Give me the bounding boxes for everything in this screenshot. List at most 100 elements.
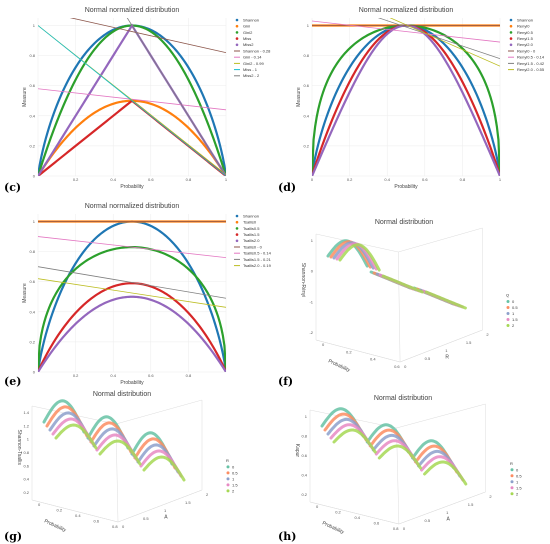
series-trendline-7: [38, 266, 226, 299]
series-ribbon: [98, 439, 142, 466]
data-point: [44, 334, 47, 337]
legend-marker: [510, 474, 514, 478]
z-tick-label: 0.6: [23, 463, 29, 468]
series-ribbon: [142, 455, 186, 482]
legend-marker: [506, 312, 510, 315]
data-point: [48, 306, 51, 309]
legend-marker: [235, 31, 239, 34]
r-tick-label: 1: [446, 510, 449, 515]
legend-entry: 1: [232, 476, 235, 481]
data-point: [318, 103, 321, 106]
r-tick-label: 1.5: [466, 340, 472, 345]
series-ribbon: [54, 423, 98, 450]
data-point: [318, 138, 321, 141]
legend-entry: Tsallis2.0: [243, 238, 260, 243]
data-point: [217, 138, 220, 141]
probability-tick-label: 0.2: [335, 510, 341, 515]
r-tick-label: 2: [486, 332, 489, 337]
legend-marker: [509, 37, 513, 40]
probability-tick-label: 0.8: [112, 524, 118, 529]
series-ribbon: [332, 428, 377, 454]
x-tick-label: 0: [311, 177, 314, 182]
x-axis-label: Probability: [327, 358, 351, 374]
series-trendline-6: [38, 88, 226, 111]
chart-title: Normal normalized distribution: [85, 7, 180, 14]
series-curve-1: [38, 99, 226, 176]
r-tick-label: 1: [164, 508, 167, 513]
chart-title: Normal distribution: [93, 391, 151, 398]
series-ribbon: [95, 433, 139, 462]
y-tick-label: 0.6: [29, 83, 35, 88]
data-point: [322, 149, 325, 151]
x-tick-label: 0.4: [110, 177, 116, 182]
legend-marker: [509, 31, 513, 34]
legend-marker: [509, 43, 513, 47]
series-trendline-5: [69, 18, 226, 53]
panel-label: (d): [278, 181, 296, 194]
legend-entry: Miss - 1: [243, 67, 258, 72]
probability-tick-label: 0.2: [57, 508, 63, 513]
y-axis-label: Measure: [22, 87, 28, 107]
data-point: [318, 152, 321, 154]
data-point: [322, 90, 325, 93]
probability-tick-label: 0.4: [75, 513, 81, 518]
legend-marker: [235, 43, 239, 47]
series-ribbon: [338, 243, 381, 272]
chart-title: Normal normalized distribution: [359, 7, 454, 14]
legend-entry: Renyi1.5: [517, 36, 534, 41]
data-point: [40, 169, 43, 171]
data-point: [322, 141, 325, 144]
y-axis-label: A: [164, 514, 168, 520]
z-tick-label: -2: [309, 330, 313, 335]
z-tick-label: 0.8: [301, 434, 307, 439]
x-axis-label: Probability: [120, 184, 144, 190]
series-ribbon: [424, 290, 467, 310]
legend-marker: [226, 465, 230, 469]
data-point: [48, 157, 51, 159]
probability-tick-label: 0.2: [346, 349, 352, 354]
legend-marker: [235, 37, 239, 40]
legend-entry: Tsallis2.0 - 0.19: [243, 263, 272, 268]
y-tick-label: 0.4: [303, 113, 309, 118]
legend-entry: 2: [516, 491, 519, 496]
floor-edge: [309, 491, 486, 525]
legend-entry: 1.5: [516, 485, 522, 490]
y-tick-label: 0.6: [303, 83, 309, 88]
legend-entry: Renyi0: [517, 24, 530, 29]
data-point: [44, 169, 47, 171]
r-tick-label: 0: [404, 364, 407, 369]
legend-entry: 0.5: [232, 470, 238, 475]
y-tick-label: 1: [33, 23, 36, 28]
legend-entry: 1: [512, 311, 515, 316]
plot-area: [312, 18, 500, 176]
legend-entry: Gini2: [243, 30, 253, 35]
data-point: [314, 166, 317, 169]
probability-tick-label: 0.4: [370, 357, 376, 362]
y-tick-label: 0.8: [303, 53, 309, 58]
legend-marker: [226, 483, 230, 487]
probability-tick-label: 0: [322, 342, 325, 347]
legend-entry: Gini: [243, 24, 250, 29]
panel-label: (e): [4, 375, 21, 388]
y-tick-label: 1: [307, 23, 310, 28]
legend-marker: [509, 18, 513, 22]
series-ribbon: [420, 455, 465, 482]
data-point: [487, 141, 490, 144]
data-point: [221, 349, 224, 352]
r-tick-label: 2: [489, 494, 492, 499]
r-tick-label: 1.5: [468, 502, 474, 507]
y-tick-label: 0.2: [29, 339, 35, 344]
floor-edge: [315, 329, 483, 363]
legend-marker: [226, 471, 230, 475]
series-curve-3: [38, 282, 226, 372]
series-curve-4: [38, 295, 226, 372]
data-point: [44, 138, 47, 141]
legend-marker: [226, 489, 230, 493]
z-tick-label: 0.8: [23, 450, 29, 455]
x-tick-label: 0.6: [148, 177, 154, 182]
legend-entry: 2: [512, 323, 515, 328]
data-point: [40, 153, 43, 156]
legend-entry: Miss2 - 2: [243, 73, 260, 78]
data-point: [213, 348, 216, 351]
